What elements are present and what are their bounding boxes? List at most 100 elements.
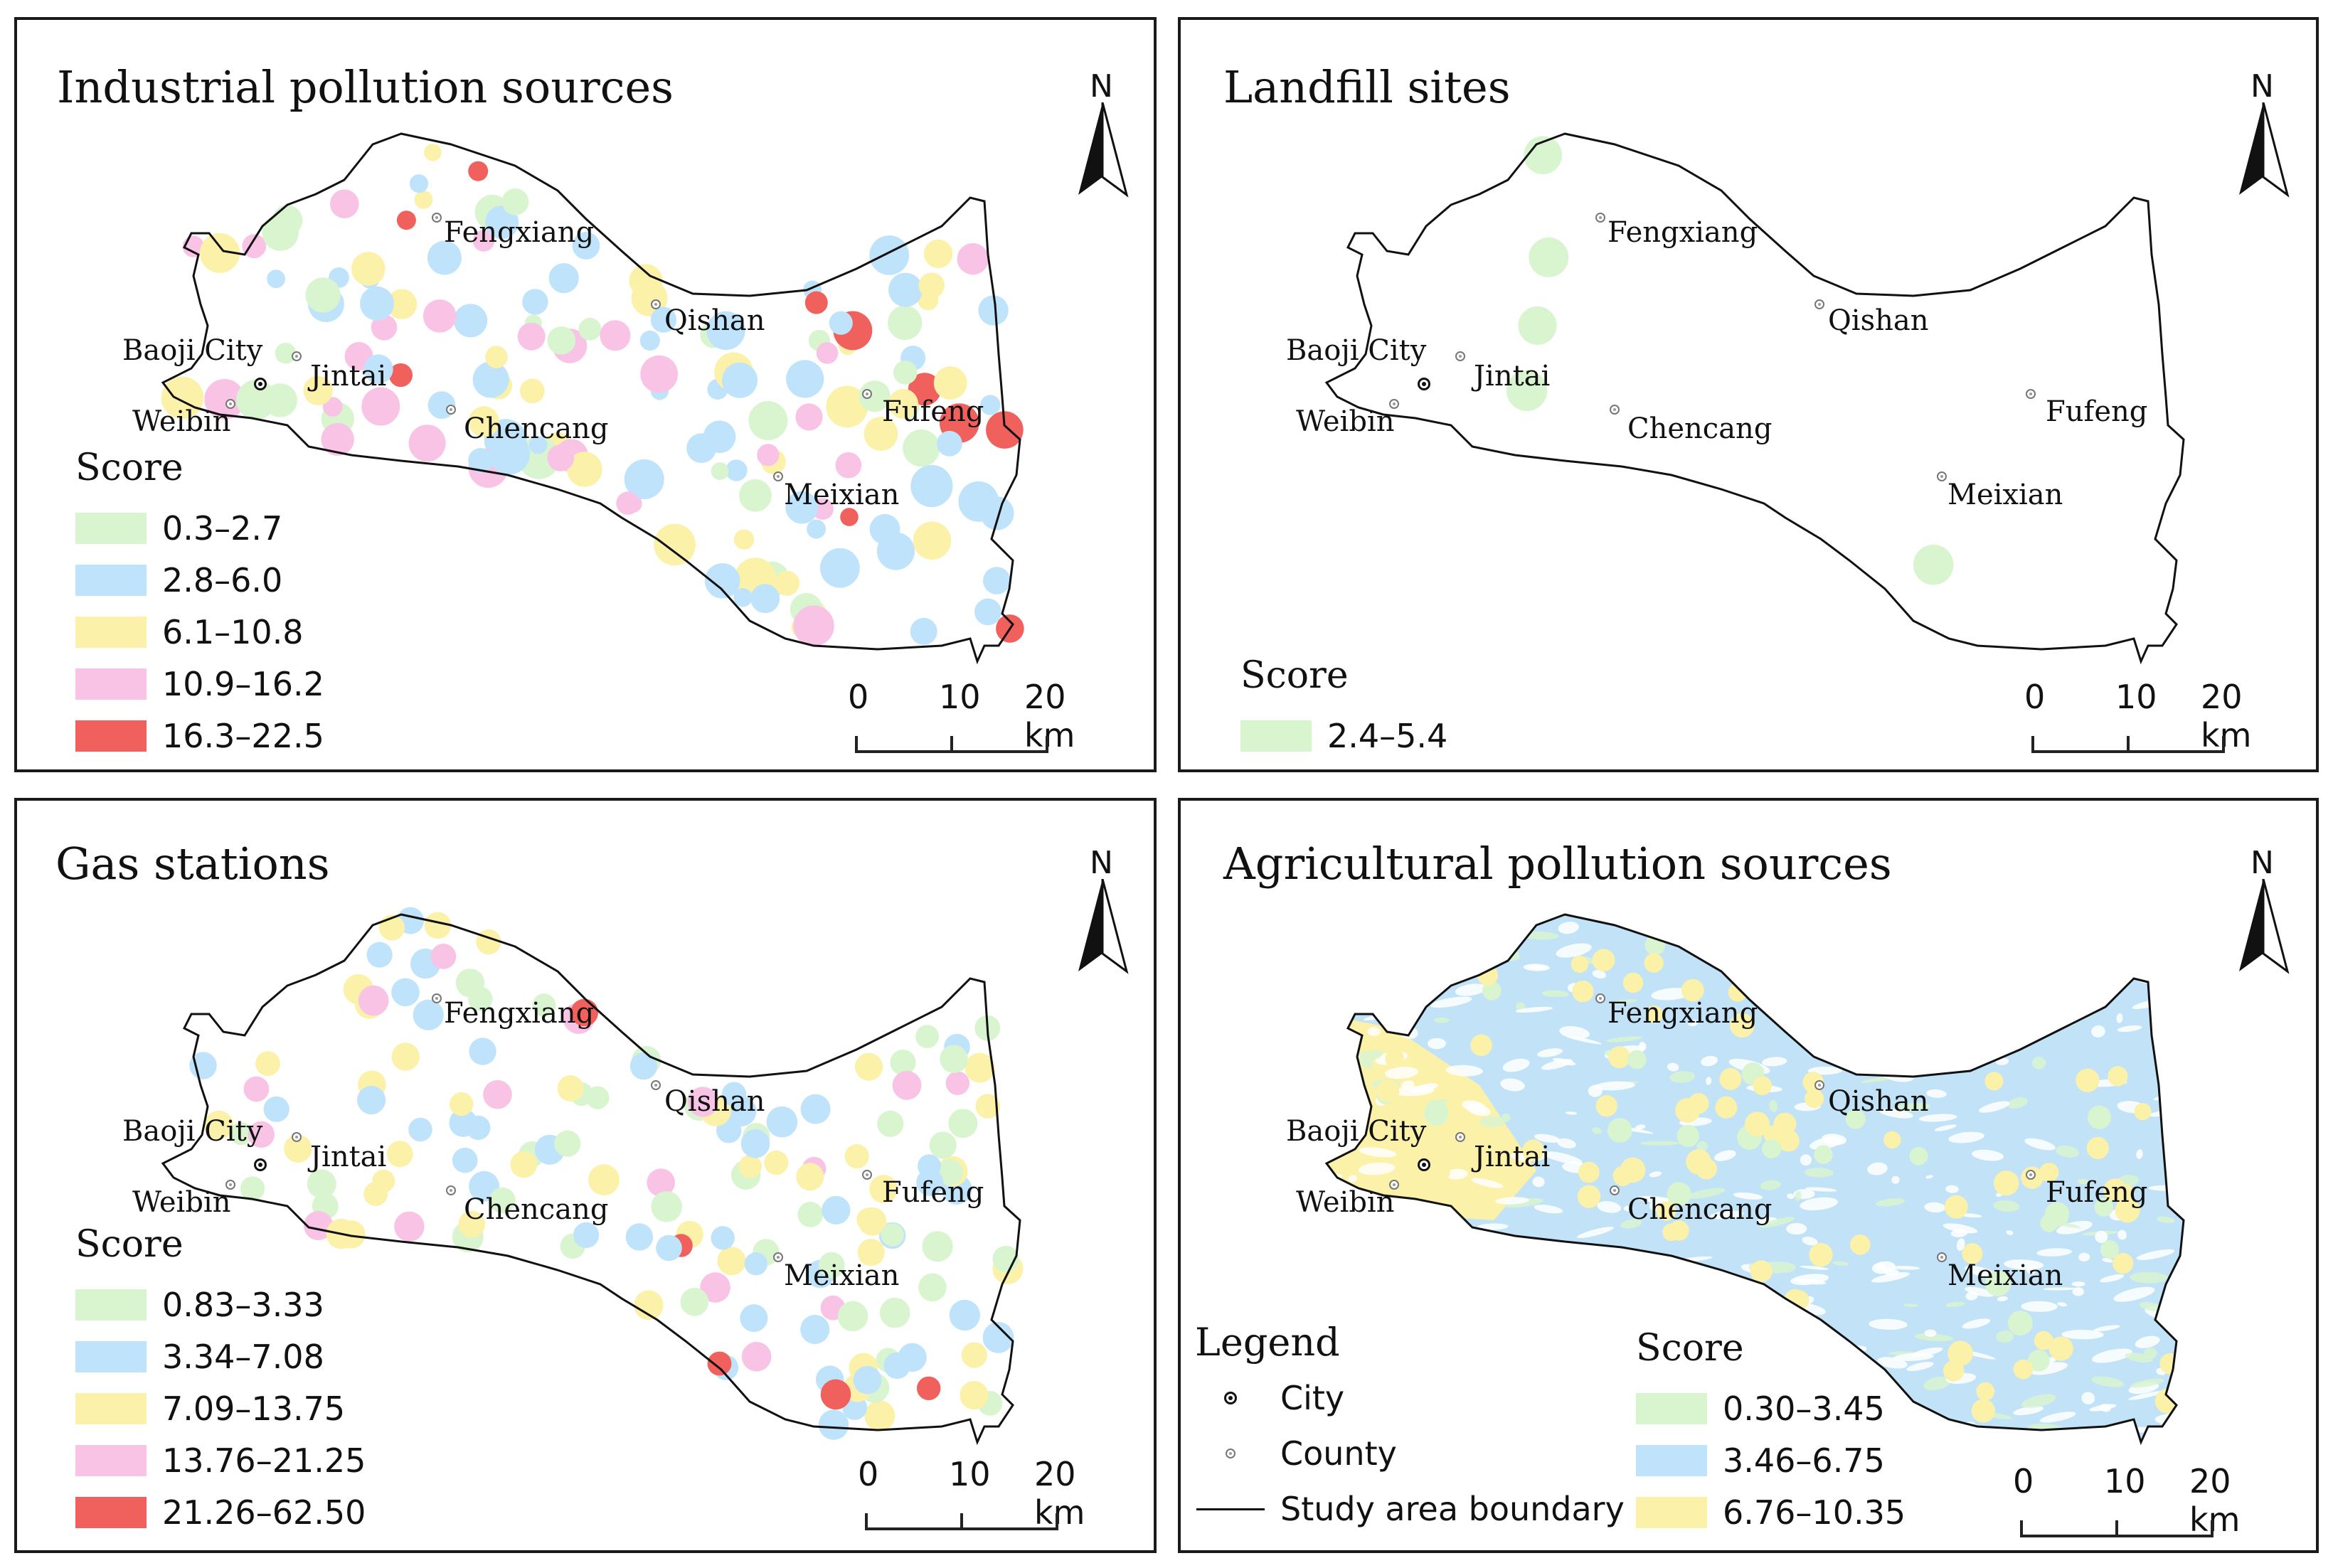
- point-symbol: [360, 286, 394, 321]
- point-symbol: [974, 598, 1001, 626]
- legend-class-label: 2.8–6.0: [162, 560, 283, 599]
- point-symbol: [2076, 1068, 2100, 1092]
- panel-title: Landfill sites: [1223, 61, 1511, 113]
- point-symbol: [766, 1106, 798, 1138]
- point-symbol: [1984, 1271, 2011, 1296]
- point-symbol: [807, 519, 827, 539]
- point-symbol: [975, 1094, 1001, 1119]
- point-symbol: [2087, 1105, 2112, 1129]
- point-symbol: [918, 272, 945, 299]
- point-symbol: [1850, 1234, 1871, 1255]
- county-marker-icon: [651, 1080, 661, 1090]
- map-panel-landfill: Landfill sites N Baoji City Jintai Weibin F…: [1178, 17, 2319, 772]
- place-label-baoji-city: Baoji City: [1286, 334, 1427, 367]
- point-symbol: [408, 1117, 432, 1142]
- legend-title: Score: [75, 1223, 184, 1266]
- legend-swatch: [75, 616, 147, 648]
- legend-class-2: 6.76–10.35: [1636, 1486, 1906, 1538]
- place-label-qishan: Qishan: [1828, 1085, 1929, 1118]
- point-symbol: [469, 1038, 496, 1065]
- point-symbol: [1656, 1201, 1676, 1221]
- point-symbol: [361, 387, 400, 426]
- point-symbol: [706, 311, 745, 351]
- place-label-jintai: Jintai: [310, 1141, 387, 1173]
- panel-title: Agricultural pollution sources: [1223, 838, 1892, 890]
- place-label-weibin: Weibin: [1296, 1186, 1395, 1219]
- agricultural-points: [1376, 934, 2181, 1423]
- point-symbol: [1667, 1182, 1691, 1207]
- north-label: N: [1090, 845, 1113, 881]
- north-arrow-icon: [1078, 879, 1129, 974]
- north-label: N: [1090, 68, 1113, 105]
- point-symbol: [1620, 1157, 1646, 1183]
- point-symbol: [764, 1150, 789, 1175]
- point-symbol: [858, 1207, 887, 1236]
- scale-tick-10: 10: [949, 1455, 991, 1493]
- place-label-jintai: Jintai: [1474, 1141, 1551, 1173]
- legend-swatch: [1636, 1496, 1707, 1528]
- point-symbol: [857, 1239, 885, 1266]
- county-marker-icon: [862, 1170, 872, 1180]
- point-symbol: [322, 397, 343, 417]
- point-symbol: [307, 1169, 336, 1199]
- point-symbol: [929, 1131, 957, 1159]
- point-symbol: [532, 993, 556, 1018]
- place-label-fufeng: Fufeng: [882, 1176, 984, 1209]
- county-marker-icon: [1455, 351, 1465, 361]
- legend-class-3: 10.9–16.2: [75, 658, 324, 710]
- point-symbol: [351, 252, 386, 286]
- point-symbol: [837, 1301, 868, 1332]
- point-symbol: [820, 548, 860, 588]
- point-symbol: [1524, 136, 1563, 175]
- point-symbol: [829, 311, 853, 335]
- city-marker-icon: [254, 1158, 267, 1171]
- point-symbol: [472, 361, 509, 398]
- point-symbol: [818, 1409, 849, 1440]
- point-symbol: [1529, 237, 1569, 277]
- legend-class-label: 21.26–62.50: [162, 1493, 366, 1532]
- point-symbol: [358, 985, 389, 1016]
- legend-class-2: 6.1–10.8: [75, 606, 324, 658]
- county-marker-icon: [1389, 1180, 1399, 1190]
- point-symbol: [557, 1075, 584, 1102]
- point-symbol: [1578, 1161, 1600, 1183]
- legend-class-0: 0.30–3.45: [1636, 1382, 1906, 1434]
- point-symbol: [1506, 370, 1548, 411]
- map-panel-gas: Gas stations N Baoji City Jintai Weibin Fen…: [14, 798, 1157, 1553]
- point-symbol: [982, 1322, 1014, 1353]
- point-symbol: [957, 242, 989, 275]
- point-symbol: [1909, 1146, 1928, 1166]
- county-marker-icon: [446, 405, 456, 415]
- county-marker-icon: [2026, 389, 2036, 399]
- county-marker-icon: [1937, 471, 1947, 481]
- point-symbol: [2113, 1253, 2134, 1274]
- point-symbol: [879, 1297, 910, 1328]
- point-symbol: [1522, 1139, 1544, 1162]
- place-label-fufeng: Fufeng: [2046, 1176, 2148, 1209]
- point-symbol: [2108, 1066, 2128, 1087]
- map-panel-industrial: Industrial pollution sources N Baoji Cit…: [14, 17, 1157, 772]
- point-symbol: [1645, 1006, 1663, 1023]
- point-symbol: [795, 403, 823, 431]
- point-symbol: [717, 1247, 746, 1276]
- point-symbol: [741, 1342, 772, 1372]
- point-symbol: [1883, 1131, 1901, 1149]
- point-symbol: [910, 617, 937, 645]
- north-arrow: N: [1075, 845, 1132, 974]
- scale-bar: 0 10 20 km: [856, 1455, 1085, 1533]
- legend-swatch: [1636, 1392, 1707, 1424]
- place-label-fengxiang: Fengxiang: [444, 216, 595, 249]
- place-label-meixian: Meixian: [784, 479, 900, 511]
- point-symbol: [656, 1234, 682, 1262]
- point-symbol: [454, 304, 488, 338]
- legend-class-label: 6.76–10.35: [1723, 1493, 1906, 1532]
- legend-class-label: 3.46–6.75: [1723, 1441, 1885, 1480]
- point-symbol: [915, 1025, 939, 1048]
- point-symbol: [1577, 1185, 1601, 1208]
- place-label-baoji-city: Baoji City: [1286, 1115, 1427, 1148]
- point-symbol: [863, 417, 898, 451]
- point-symbol: [2086, 1136, 2109, 1159]
- point-symbol: [748, 401, 788, 440]
- map-canvas-agricultural: [1324, 913, 2185, 1446]
- point-symbol: [305, 277, 341, 313]
